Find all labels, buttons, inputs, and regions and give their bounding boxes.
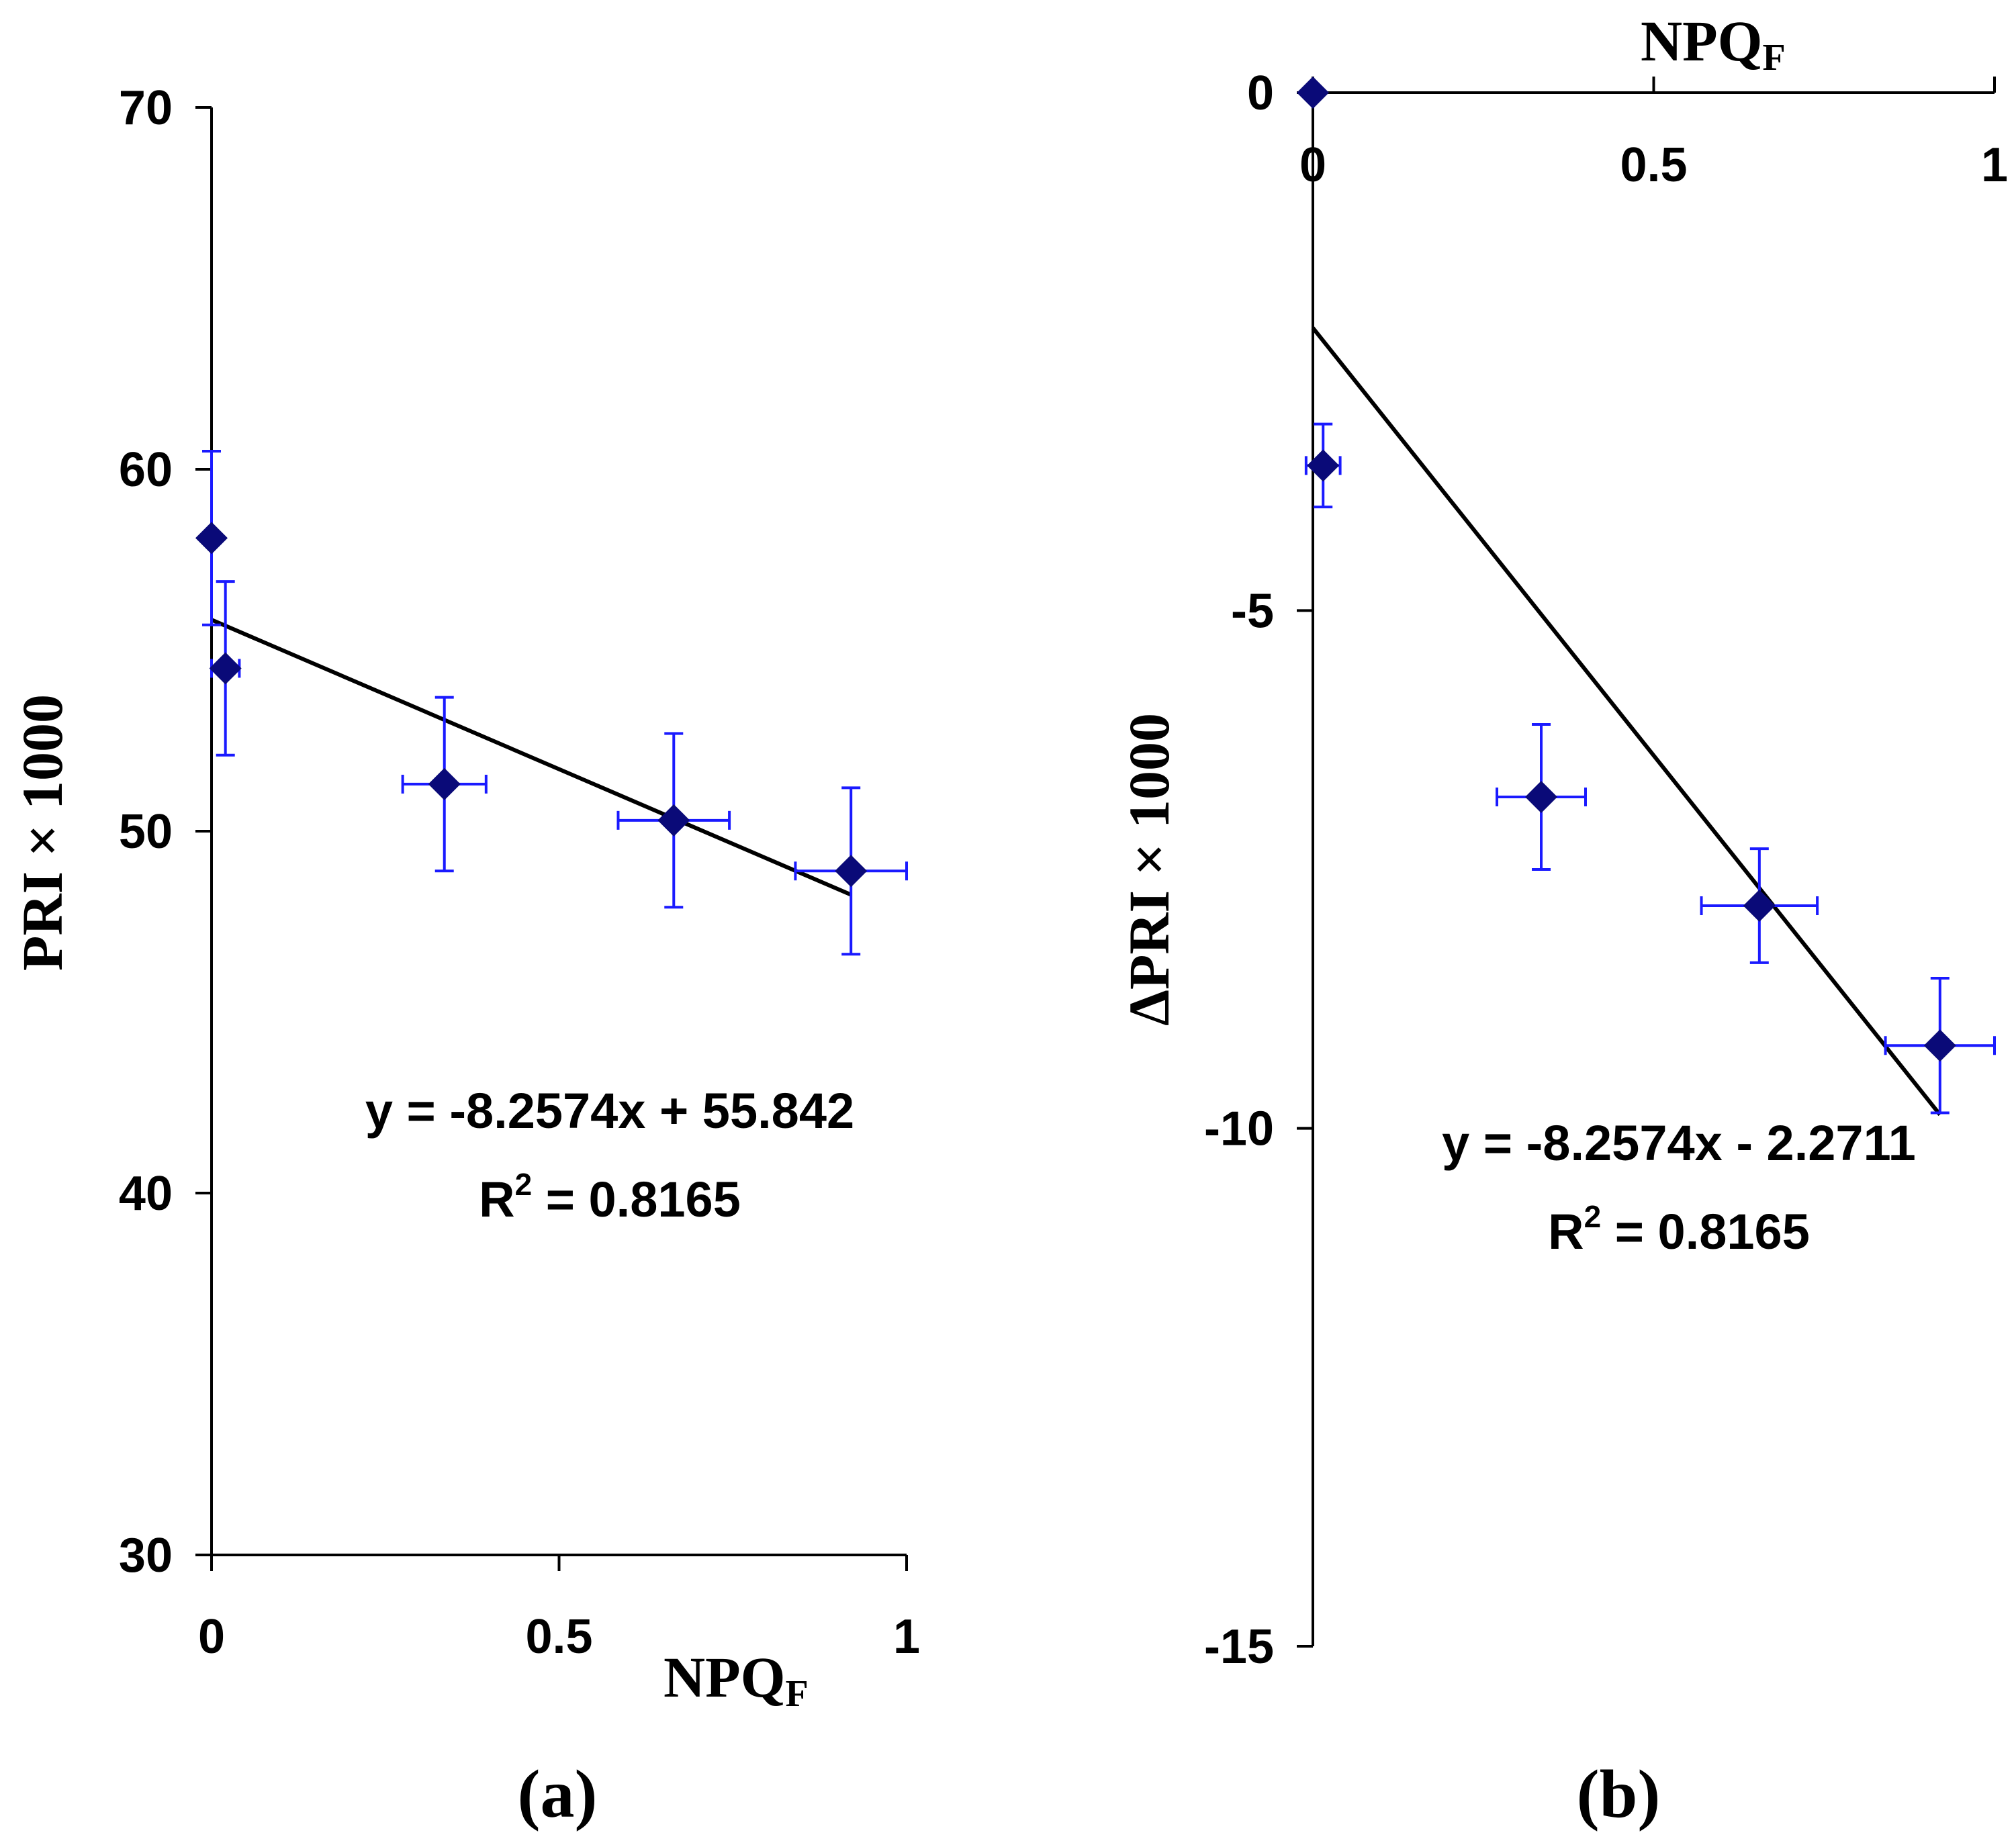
panel-a-data-point xyxy=(794,786,908,956)
panel-a-y-tick-label: 60 xyxy=(119,443,173,497)
panel-a-diamond-marker xyxy=(195,522,228,555)
panel-a-diamond-marker xyxy=(428,767,461,800)
panel-b-data-point xyxy=(1297,77,1329,109)
panel-b-diamond-marker xyxy=(1743,889,1776,922)
panel-b-data-point xyxy=(1496,723,1587,871)
panel-a-x-tick-label: 0 xyxy=(198,1610,225,1664)
panel-a-equation: y = -8.2574x + 55.842 xyxy=(365,1083,854,1139)
panel-a-data-point xyxy=(401,696,488,873)
panel-b-trendline xyxy=(1311,326,1942,1117)
panel-b-x-tick-label: 0.5 xyxy=(1620,138,1687,192)
panel-a-diamond-marker xyxy=(657,804,690,837)
panel-a-tick-labels: 30 40 50 60 70 0 0.5 1 xyxy=(119,81,920,1664)
panel-b-r-squared: R2 = 0.8165 xyxy=(1548,1199,1810,1260)
panel-a-diamond-marker xyxy=(835,855,868,888)
panel-a-x-tick-label: 1 xyxy=(893,1610,920,1664)
panel-a-label: (a) xyxy=(518,1756,598,1832)
panel-b-data-point xyxy=(1304,422,1342,509)
panel-b-data-point xyxy=(1700,847,1819,964)
panel-a: 30 40 50 60 70 0 0.5 1 NPQF PRI × 1000 y = -8.2… xyxy=(10,81,920,1832)
panel-b-diamond-marker xyxy=(1525,781,1558,814)
panel-b-x-tick-label: 0 xyxy=(1299,138,1326,192)
panel-a-y-tick-label: 40 xyxy=(119,1167,173,1221)
panel-b-y-axis-title: ΔPRI × 1000 xyxy=(1117,713,1181,1026)
panel-a-axes xyxy=(195,106,908,1571)
panel-b-diamond-marker xyxy=(1297,77,1329,109)
panel-a-diamond-marker xyxy=(209,652,242,685)
panel-b-label: (b) xyxy=(1577,1756,1661,1832)
panel-a-x-axis-title: NPQF xyxy=(663,1645,809,1715)
panel-b-axes xyxy=(1297,77,1996,1648)
panel-a-x-tick-label: 0.5 xyxy=(525,1610,592,1664)
panel-a-data-point xyxy=(209,580,242,757)
panel-b-diamond-marker xyxy=(1307,449,1340,482)
panel-b: -15 -10 -5 00 0.5 1 NPQF ΔPRI × 1000 y = -8.2… xyxy=(1117,9,2008,1832)
panel-b-data-point xyxy=(1884,976,1996,1115)
panel-b-y-tick-label: -5 xyxy=(1231,584,1274,638)
panel-a-trendline-group xyxy=(210,618,852,897)
panel-a-y-tick-label: 30 xyxy=(119,1529,173,1582)
panel-b-trendline-group xyxy=(1311,326,1942,1117)
panel-a-points xyxy=(195,450,908,956)
panel-b-equation: y = -8.2574x - 2.2711 xyxy=(1442,1115,1916,1171)
panel-a-y-tick-label: 70 xyxy=(119,81,173,135)
panel-a-r-squared: R2 = 0.8165 xyxy=(479,1167,741,1227)
panel-a-trendline xyxy=(210,618,852,897)
panel-a-data-point xyxy=(616,732,731,909)
panel-b-y-tick-label: 0 xyxy=(1247,66,1274,120)
panel-a-y-axis-title: PRI × 1000 xyxy=(10,694,75,971)
panel-b-x-tick-label: 1 xyxy=(1981,138,2008,192)
panel-b-tick-labels: -15 -10 -5 00 0.5 1 xyxy=(1204,66,2008,1674)
panel-b-points xyxy=(1297,77,1996,1115)
panel-a-y-tick-label: 50 xyxy=(119,805,173,859)
panel-a-data-point xyxy=(195,450,228,626)
panel-b-y-tick-label: -15 xyxy=(1204,1620,1274,1674)
panel-b-x-axis-title: NPQF xyxy=(1641,9,1786,79)
panel-b-diamond-marker xyxy=(1923,1029,1956,1062)
panel-b-y-tick-label: -10 xyxy=(1204,1102,1274,1156)
